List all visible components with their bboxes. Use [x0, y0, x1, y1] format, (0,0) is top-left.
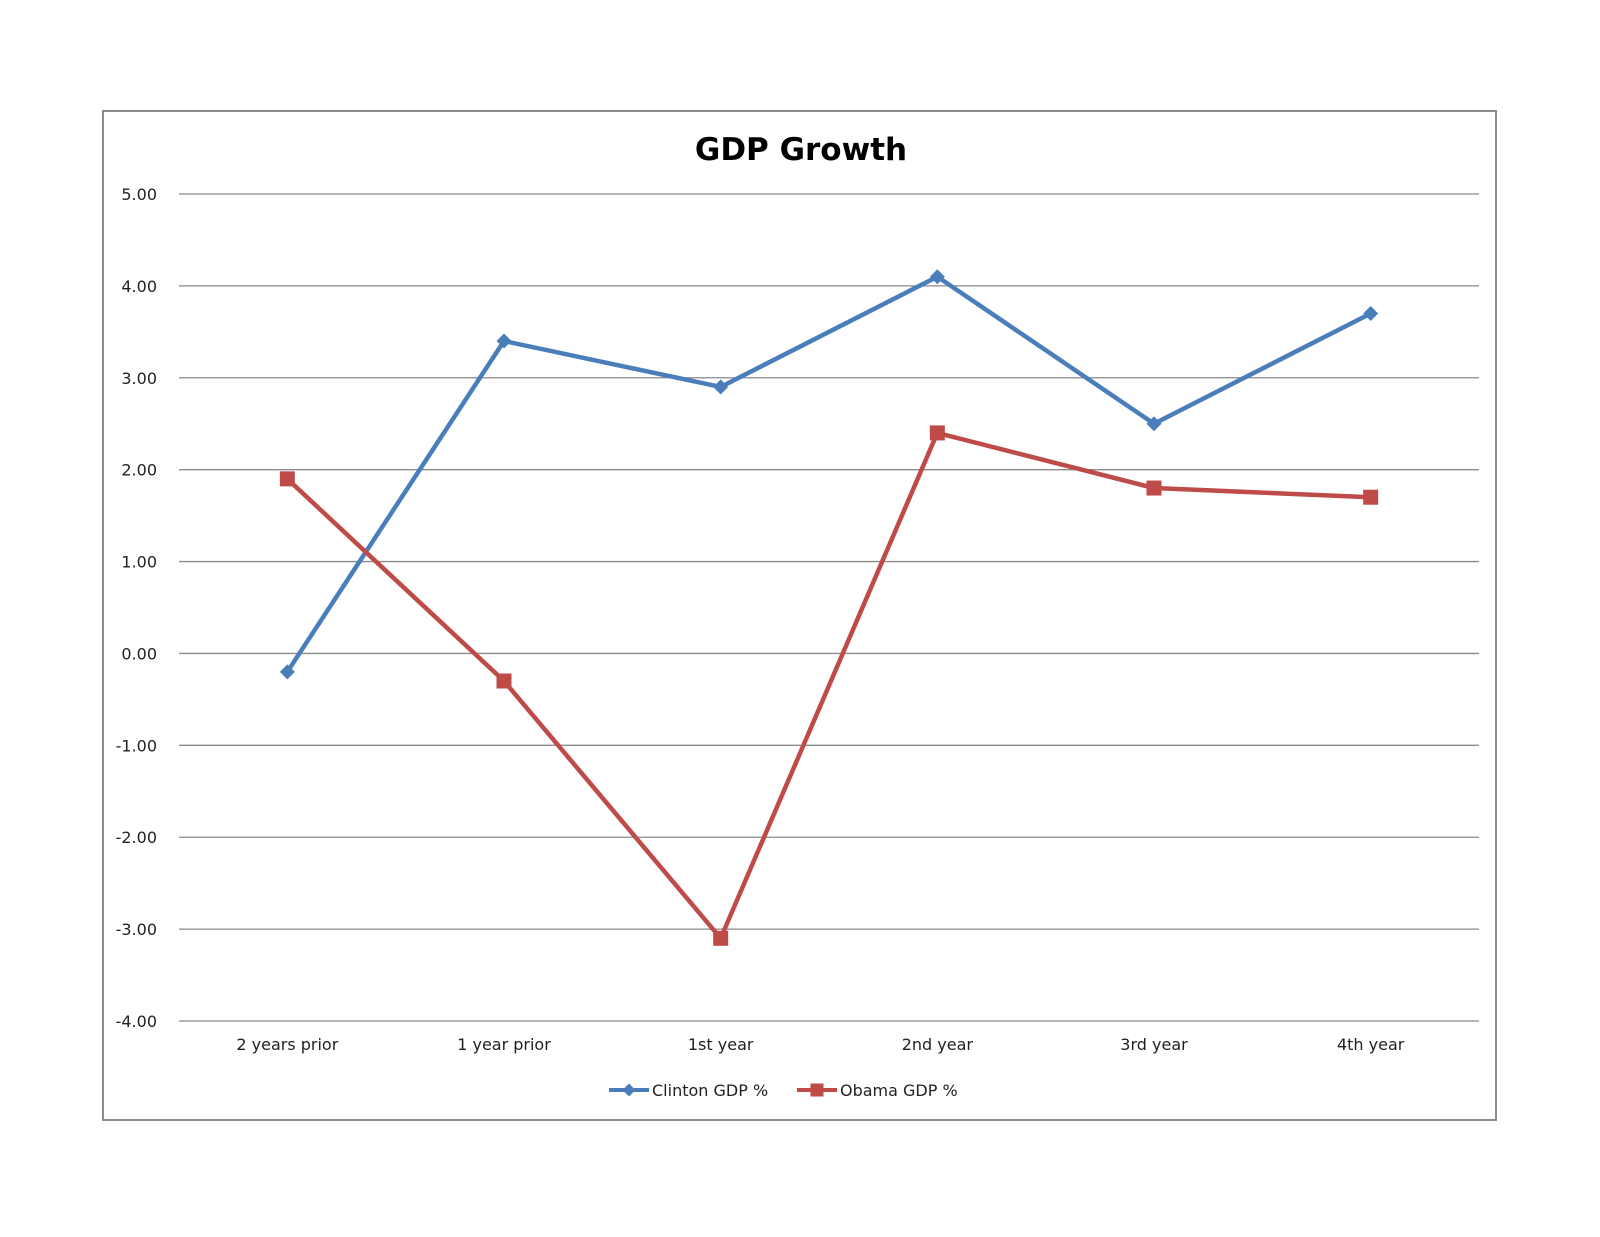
- legend-label: Clinton GDP %: [652, 1081, 768, 1100]
- legend-item: Obama GDP %: [797, 1081, 958, 1100]
- data-point: [713, 379, 729, 395]
- data-point: [279, 471, 295, 487]
- y-tick-label: 2.00: [121, 461, 157, 480]
- y-axis-ticks: 5.00 4.00 3.00 2.00 1.00 0.00 -1.00 -2.00 -3.00 -…: [116, 185, 157, 1031]
- x-tick-label: 2nd year: [902, 1035, 974, 1054]
- legend-item: Clinton GDP %: [609, 1081, 768, 1100]
- series-obama: [279, 425, 1379, 946]
- y-tick-label: 5.00: [121, 185, 157, 204]
- y-tick-label: 0.00: [121, 644, 157, 663]
- x-tick-label: 2 years prior: [236, 1035, 338, 1054]
- series-layer: [279, 269, 1379, 946]
- data-point: [496, 673, 512, 689]
- y-tick-label: -4.00: [116, 1012, 157, 1031]
- y-tick-label: 4.00: [121, 277, 157, 296]
- gridlines: [179, 193, 1479, 1022]
- series-clinton: [279, 269, 1379, 680]
- data-point: [929, 425, 945, 441]
- chart-svg: GDP Growth 5.00 4.00 3.00 2.00 1.00 0.00 -1.00…: [116, 132, 1479, 1100]
- data-point: [713, 930, 729, 946]
- data-point: [1146, 416, 1162, 432]
- x-tick-label: 1st year: [688, 1035, 754, 1054]
- data-point: [929, 269, 945, 285]
- x-tick-label: 3rd year: [1120, 1035, 1188, 1054]
- x-tick-label: 1 year prior: [457, 1035, 551, 1054]
- y-tick-label: 3.00: [121, 369, 157, 388]
- y-tick-label: -1.00: [116, 736, 157, 755]
- y-tick-label: 1.00: [121, 553, 157, 572]
- x-axis-ticks: 2 years prior 1 year prior 1st year 2nd yea…: [236, 1035, 1404, 1054]
- series-line: [285, 274, 1372, 674]
- x-tick-label: 4th year: [1337, 1035, 1405, 1054]
- data-point: [279, 664, 295, 680]
- y-tick-label: -3.00: [116, 920, 157, 939]
- y-tick-label: -2.00: [116, 828, 157, 847]
- series-line: [285, 430, 1371, 941]
- data-point: [810, 1083, 824, 1097]
- data-point: [1363, 489, 1379, 505]
- chart-title: GDP Growth: [695, 132, 907, 168]
- chart-frame: GDP Growth 5.00 4.00 3.00 2.00 1.00 0.00 -1.00…: [102, 110, 1497, 1121]
- data-point: [1146, 480, 1162, 496]
- legend: Clinton GDP % Obama GDP %: [609, 1081, 958, 1100]
- data-point: [1363, 305, 1379, 321]
- legend-label: Obama GDP %: [840, 1081, 958, 1100]
- data-point: [496, 333, 512, 349]
- data-point: [622, 1083, 636, 1097]
